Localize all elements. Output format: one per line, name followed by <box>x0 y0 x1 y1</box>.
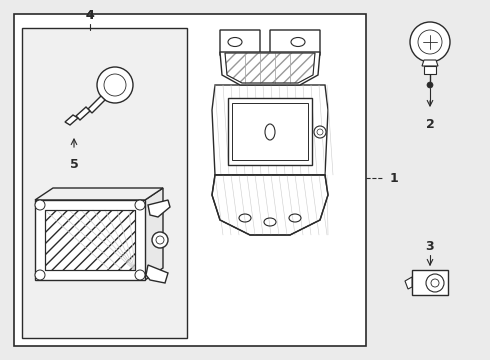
Polygon shape <box>145 188 163 280</box>
Polygon shape <box>212 85 328 175</box>
Text: 1: 1 <box>390 171 399 185</box>
Circle shape <box>104 74 126 96</box>
Circle shape <box>135 270 145 280</box>
Polygon shape <box>65 115 78 125</box>
Polygon shape <box>220 30 260 60</box>
Text: 5: 5 <box>70 158 78 171</box>
Circle shape <box>135 200 145 210</box>
Polygon shape <box>422 60 438 66</box>
Polygon shape <box>212 175 328 235</box>
Polygon shape <box>88 96 105 113</box>
Bar <box>22 28 187 338</box>
Polygon shape <box>148 200 170 217</box>
Text: 4: 4 <box>86 9 95 22</box>
Circle shape <box>426 274 444 292</box>
Polygon shape <box>220 52 320 85</box>
Polygon shape <box>412 270 448 295</box>
Polygon shape <box>228 98 312 165</box>
Text: 3: 3 <box>426 240 434 253</box>
Polygon shape <box>270 30 320 60</box>
Polygon shape <box>232 103 308 160</box>
Polygon shape <box>146 265 168 283</box>
Polygon shape <box>35 188 163 200</box>
Circle shape <box>314 126 326 138</box>
Text: 4: 4 <box>86 9 95 22</box>
Circle shape <box>152 232 168 248</box>
Polygon shape <box>45 210 135 270</box>
Circle shape <box>35 270 45 280</box>
Text: 2: 2 <box>426 118 434 131</box>
Circle shape <box>156 236 164 244</box>
Circle shape <box>97 67 133 103</box>
Circle shape <box>35 200 45 210</box>
Polygon shape <box>405 277 412 289</box>
Circle shape <box>410 22 450 62</box>
Polygon shape <box>35 200 145 280</box>
Polygon shape <box>76 107 90 120</box>
Bar <box>14 14 366 346</box>
Circle shape <box>427 82 433 88</box>
Bar <box>424 66 436 74</box>
